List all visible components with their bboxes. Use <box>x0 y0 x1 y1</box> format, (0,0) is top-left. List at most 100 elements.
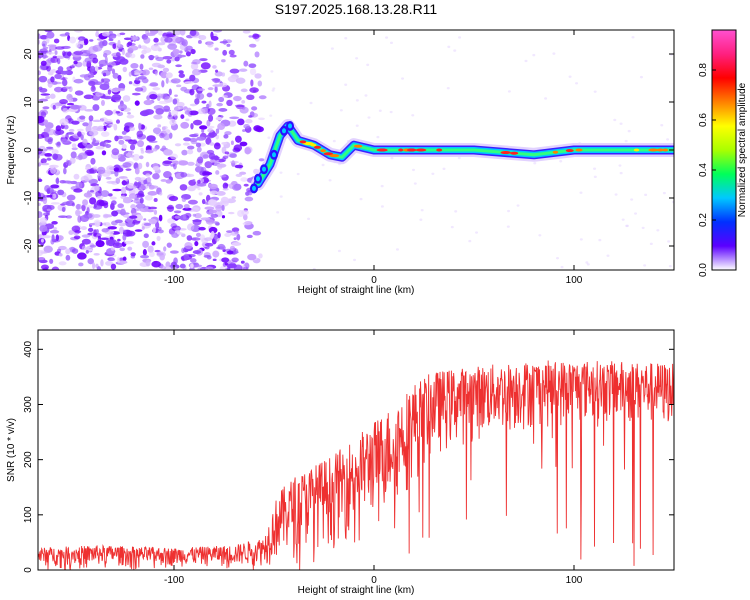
noise-speckle <box>40 162 50 166</box>
noise-speckle <box>38 134 45 139</box>
noise-speckle <box>231 196 237 199</box>
noise-speckle <box>212 199 217 205</box>
noise-speckle <box>257 80 263 87</box>
noise-speckle <box>183 204 190 209</box>
noise-speckle <box>143 36 151 44</box>
noise-speckle <box>174 215 180 219</box>
noise-speckle <box>180 114 185 120</box>
noise-speckle <box>222 182 229 190</box>
noise-speckle <box>627 129 631 133</box>
noise-speckle <box>194 213 202 219</box>
noise-speckle <box>267 136 271 139</box>
noise-speckle <box>186 223 195 231</box>
noise-speckle <box>105 176 112 180</box>
noise-speckle <box>83 94 94 100</box>
signal-peak <box>648 148 659 152</box>
noise-speckle <box>222 187 229 191</box>
noise-speckle <box>85 249 89 254</box>
noise-speckle <box>210 231 215 238</box>
noise-speckle <box>86 49 91 54</box>
noise-speckle <box>92 214 101 218</box>
noise-speckle <box>552 52 556 55</box>
spectrogram-xtick-label: -100 <box>164 275 184 286</box>
noise-speckle <box>227 75 238 83</box>
snr-xtick-label: -100 <box>164 575 184 586</box>
noise-speckle <box>172 98 178 105</box>
noise-speckle <box>208 226 218 234</box>
noise-speckle <box>201 129 205 133</box>
noise-speckle <box>196 146 202 153</box>
noise-speckle <box>153 114 163 120</box>
noise-speckle <box>38 75 48 83</box>
noise-speckle <box>65 254 71 261</box>
noise-speckle <box>130 204 137 210</box>
noise-speckle <box>243 60 249 67</box>
noise-speckle <box>71 147 78 151</box>
noise-speckle <box>330 47 334 50</box>
noise-speckle <box>208 183 218 190</box>
noise-speckle <box>123 37 132 41</box>
noise-speckle <box>44 30 53 33</box>
noise-speckle <box>144 194 153 201</box>
noise-speckle <box>579 238 583 241</box>
noise-speckle <box>155 56 164 62</box>
noise-speckle <box>210 213 219 218</box>
noise-speckle <box>197 156 204 164</box>
noise-speckle <box>223 134 229 139</box>
noise-speckle <box>228 49 235 55</box>
spectrogram-ytick-label: -10 <box>23 190 34 205</box>
noise-speckle <box>96 166 106 175</box>
noise-speckle <box>190 207 200 212</box>
noise-speckle <box>97 174 102 179</box>
noise-speckle <box>149 251 155 258</box>
noise-speckle <box>102 222 107 226</box>
noise-speckle <box>177 54 187 58</box>
noise-speckle <box>224 151 230 155</box>
noise-speckle <box>61 50 66 57</box>
noise-speckle <box>76 203 81 210</box>
spectrogram-ylabel: Frequency (Hz) <box>6 116 17 185</box>
onset-blob-core <box>252 185 256 191</box>
noise-speckle <box>104 56 108 64</box>
noise-speckle <box>524 59 528 63</box>
noise-speckle <box>76 128 84 132</box>
noise-speckle <box>145 259 151 267</box>
noise-speckle <box>121 135 132 141</box>
noise-speckle <box>207 107 216 115</box>
noise-speckle <box>109 196 117 200</box>
noise-speckle <box>586 263 590 266</box>
noise-speckle <box>209 190 219 195</box>
noise-speckle <box>207 41 213 46</box>
noise-speckle <box>585 261 589 264</box>
noise-speckle <box>68 230 74 236</box>
noise-speckle <box>559 160 563 163</box>
noise-speckle <box>419 218 423 221</box>
noise-speckle <box>165 179 172 184</box>
noise-speckle <box>164 37 173 43</box>
noise-speckle <box>184 81 194 84</box>
noise-speckle <box>109 258 116 262</box>
noise-speckle <box>134 87 144 92</box>
noise-speckle <box>153 209 158 215</box>
noise-speckle <box>271 89 275 92</box>
noise-speckle <box>46 52 55 55</box>
noise-speckle <box>122 95 131 102</box>
noise-speckle <box>162 67 170 73</box>
noise-speckle <box>161 80 165 88</box>
noise-speckle <box>151 62 162 68</box>
noise-speckle <box>110 263 117 270</box>
onset-blob-core <box>256 176 260 182</box>
signal-peak <box>299 140 307 144</box>
noise-speckle <box>241 100 246 104</box>
noise-speckle <box>639 75 643 79</box>
noise-speckle <box>355 99 359 102</box>
noise-speckle <box>139 45 148 50</box>
noise-speckle <box>234 164 244 169</box>
noise-speckle <box>201 198 206 205</box>
noise-speckle <box>208 131 217 138</box>
noise-speckle <box>662 191 666 195</box>
noise-speckle <box>52 68 56 73</box>
noise-speckle <box>656 229 660 232</box>
noise-speckle <box>81 234 91 238</box>
signal-peak <box>500 151 511 155</box>
